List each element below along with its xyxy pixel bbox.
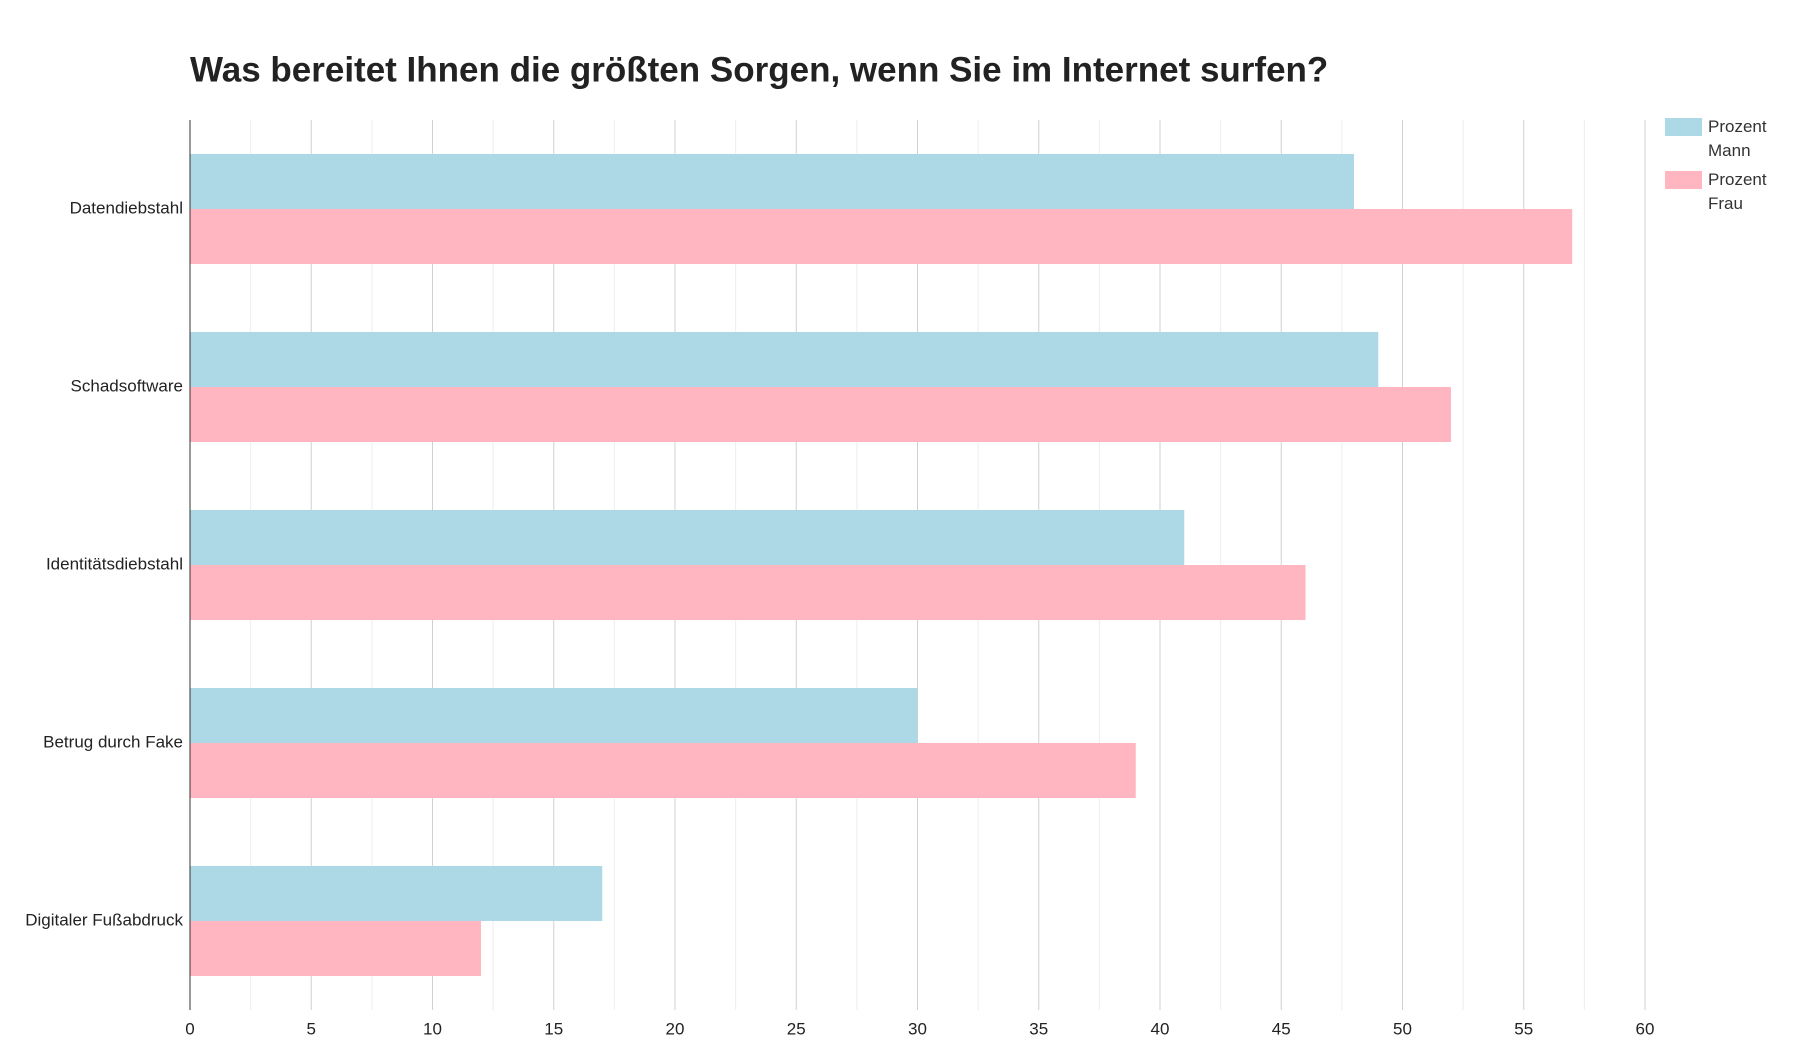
bar bbox=[190, 921, 481, 976]
bar bbox=[190, 510, 1185, 565]
x-tick-label: 55 bbox=[1514, 1019, 1533, 1038]
x-tick-label: 15 bbox=[544, 1019, 563, 1038]
bar bbox=[190, 866, 603, 921]
bar bbox=[190, 565, 1306, 620]
x-tick-label: 60 bbox=[1636, 1019, 1655, 1038]
bar bbox=[190, 743, 1136, 798]
x-tick-label: 40 bbox=[1151, 1019, 1170, 1038]
x-tick-label: 30 bbox=[908, 1019, 927, 1038]
legend-swatch bbox=[1665, 118, 1702, 136]
legend-swatch bbox=[1665, 171, 1702, 189]
y-tick-label: Betrug durch Fake bbox=[43, 732, 183, 751]
bar bbox=[190, 332, 1379, 387]
bar bbox=[190, 688, 918, 743]
y-tick-label: Digitaler Fußabdruck bbox=[25, 910, 183, 929]
chart-title: Was bereitet Ihnen die größten Sorgen, w… bbox=[190, 50, 1328, 89]
y-tick-label: Datendiebstahl bbox=[70, 198, 183, 217]
legend-label: Prozent Frau bbox=[1708, 170, 1767, 213]
bar bbox=[190, 209, 1573, 264]
x-tick-label: 50 bbox=[1393, 1019, 1412, 1038]
x-tick-label: 45 bbox=[1272, 1019, 1291, 1038]
x-tick-label: 25 bbox=[787, 1019, 806, 1038]
bar bbox=[190, 154, 1354, 209]
x-tick-label: 0 bbox=[185, 1019, 194, 1038]
y-tick-label: Schadsoftware bbox=[71, 376, 183, 395]
legend-label: Prozent Mann bbox=[1708, 117, 1767, 160]
x-tick-label: 20 bbox=[666, 1019, 685, 1038]
bar bbox=[190, 387, 1451, 442]
x-tick-label: 5 bbox=[307, 1019, 316, 1038]
y-tick-label: Identitätsdiebstahl bbox=[46, 554, 183, 573]
x-tick-label: 35 bbox=[1029, 1019, 1048, 1038]
x-tick-label: 10 bbox=[423, 1019, 442, 1038]
